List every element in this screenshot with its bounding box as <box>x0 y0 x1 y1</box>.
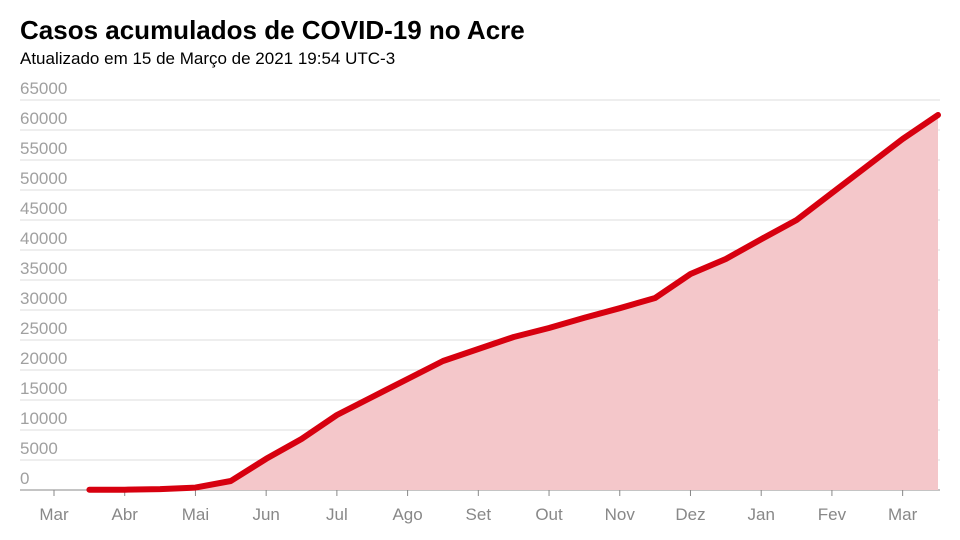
x-tick-label: Nov <box>605 505 636 524</box>
x-tick-label: Fev <box>818 505 847 524</box>
y-tick-label: 35000 <box>20 259 67 278</box>
y-tick-label: 65000 <box>20 79 67 98</box>
x-tick-label: Mai <box>182 505 209 524</box>
y-tick-label: 55000 <box>20 139 67 158</box>
y-tick-label: 20000 <box>20 349 67 368</box>
area <box>89 115 939 490</box>
y-tick-label: 60000 <box>20 109 67 128</box>
x-tick-label: Jan <box>747 505 774 524</box>
x-tick-label: Mar <box>888 505 918 524</box>
y-tick-label: 0 <box>20 469 29 488</box>
y-tick-label: 5000 <box>20 439 58 458</box>
y-tick-label: 50000 <box>20 169 67 188</box>
y-tick-label: 30000 <box>20 289 67 308</box>
x-tick-label: Jun <box>252 505 279 524</box>
line <box>86 112 941 493</box>
y-tick-label: 45000 <box>20 199 67 218</box>
chart-title: Casos acumulados de COVID-19 no Acre <box>20 15 525 45</box>
x-tick-label: Dez <box>675 505 705 524</box>
y-tick-label: 25000 <box>20 319 67 338</box>
chart-subtitle: Atualizado em 15 de Março de 2021 19:54 … <box>20 49 395 68</box>
x-tick-label: Out <box>535 505 563 524</box>
y-tick-label: 15000 <box>20 379 67 398</box>
x-tick-label: Set <box>466 505 492 524</box>
x-tick-label: Mar <box>39 505 69 524</box>
x-tick-label: Abr <box>111 505 138 524</box>
y-tick-label: 40000 <box>20 229 67 248</box>
x-tick-label: Jul <box>326 505 348 524</box>
y-tick-label: 10000 <box>20 409 67 428</box>
x-tick-label: Ago <box>392 505 422 524</box>
